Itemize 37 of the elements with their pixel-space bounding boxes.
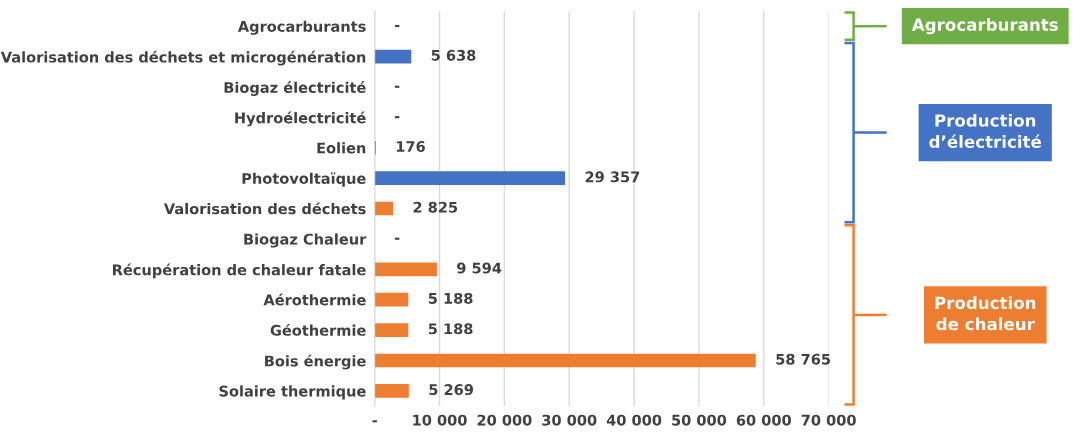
y-tick-label: Eolien: [317, 142, 366, 154]
y-tick-label: Biogaz Chaleur: [244, 233, 367, 248]
data-label: 5 188: [428, 323, 473, 335]
text: Agrocarburants: [911, 18, 1058, 35]
y-tick-label: Hydroélectricité: [235, 111, 366, 127]
data-label: -: [394, 116, 400, 119]
x-tick-label: 50 000: [672, 414, 727, 426]
y-tick-label: Agrocarburants: [237, 20, 366, 35]
x-tick-label: 40 000: [606, 414, 662, 426]
y-tick-label: Biogaz électricité: [224, 81, 366, 96]
text: Production de chaleur: [935, 296, 1036, 331]
y-tick-label: Valorisation des déchets: [163, 202, 366, 215]
data-label: -: [394, 237, 400, 240]
data-label: 9 594: [457, 262, 502, 274]
data-label: -: [394, 85, 400, 88]
x-tick-label: 20 000: [477, 414, 532, 426]
x-tick-label: 10 000: [413, 414, 467, 426]
data-label: 5 188: [428, 292, 473, 304]
y-tick-label: Récupération de chaleur fatale: [113, 263, 366, 279]
x-tick-label: -: [372, 420, 377, 423]
data-label: 2 825: [413, 201, 458, 213]
data-label: -: [394, 24, 400, 28]
y-tick-label: Valorisation des déchets et microgénération: [0, 50, 366, 66]
data-label: 58 765: [776, 353, 830, 365]
data-label: 5 638: [431, 49, 476, 61]
data-label: 176: [396, 140, 425, 152]
y-tick-label: Géothermie: [270, 323, 366, 336]
y-tick-label: Bois énergie: [265, 354, 366, 370]
x-tick-label: 30 000: [542, 414, 597, 426]
data-label: 29 357: [585, 171, 640, 183]
y-tick-label: Aérothermie: [263, 293, 366, 306]
text: Production d’électricité: [929, 113, 1042, 148]
y-tick-label: Photovoltaïque: [242, 172, 366, 187]
y-tick-label: Solaire thermique: [219, 385, 366, 400]
x-tick-label: 70 000: [801, 414, 856, 426]
x-tick-label: 60 000: [736, 414, 791, 426]
data-label: 5 269: [429, 384, 474, 396]
